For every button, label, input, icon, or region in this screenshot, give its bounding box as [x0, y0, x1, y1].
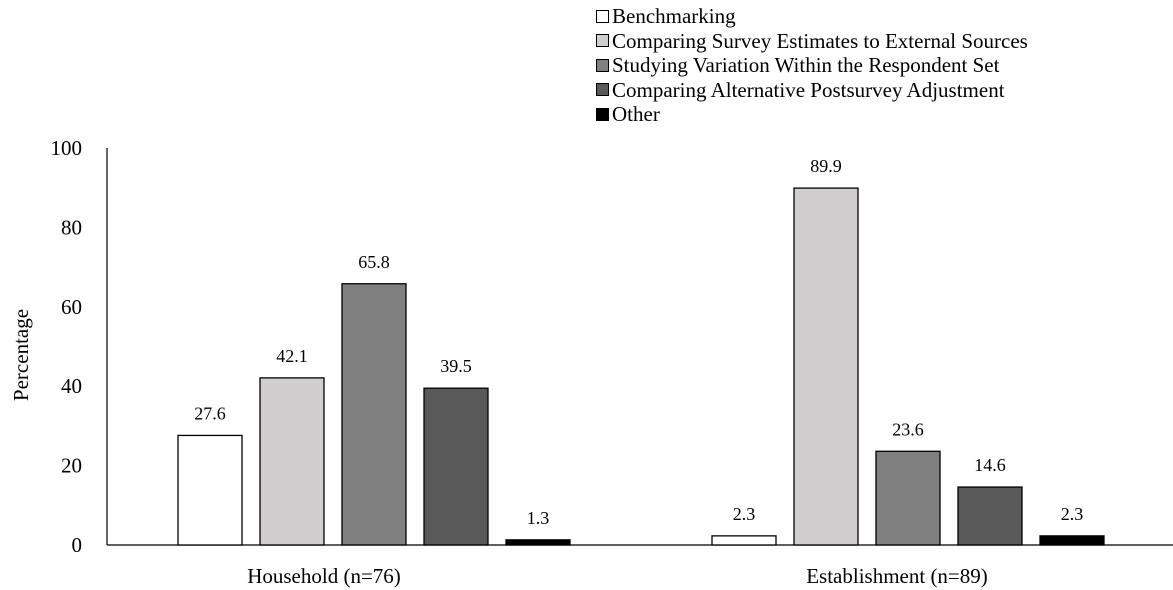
- legend-label: Comparing Survey Estimates to External S…: [612, 28, 1028, 53]
- bar: [177, 434, 243, 546]
- bar: [423, 387, 489, 546]
- y-tick-label: 60: [61, 295, 82, 319]
- bar-value-label: 39.5: [440, 356, 472, 376]
- y-axis-ticks: 0 20 40 60 80 100: [51, 136, 83, 557]
- bar: [793, 187, 859, 546]
- category-labels-group: Household (n=76) Establishment (n=89): [247, 564, 988, 588]
- bar-value-label: 89.9: [810, 156, 842, 176]
- data-labels-group: 27.6 42.1 65.8 39.5 1.3 2.3 89.9 23.6 14.6 2.3: [194, 156, 1083, 528]
- legend-item: Studying Variation Within the Respondent…: [596, 53, 1028, 78]
- category-label: Household (n=76): [247, 564, 401, 588]
- bar-value-label: 42.1: [276, 346, 308, 366]
- y-tick-label: 100: [51, 136, 83, 160]
- legend-swatch: [596, 58, 609, 72]
- legend-label: Comparing Alternative Postsurvey Adjustm…: [612, 77, 1005, 102]
- y-tick-label: 80: [61, 215, 82, 239]
- y-tick-label: 20: [61, 454, 82, 478]
- bar-value-label: 2.3: [733, 504, 756, 524]
- bar: [1039, 535, 1105, 546]
- legend-swatch: [596, 9, 609, 23]
- legend: Benchmarking Comparing Survey Estimates t…: [596, 4, 1028, 127]
- bar: [505, 539, 571, 546]
- bar: [341, 283, 407, 546]
- category-label: Establishment (n=89): [806, 564, 988, 588]
- legend-label: Other: [612, 102, 660, 126]
- y-tick-label: 40: [61, 374, 82, 398]
- legend-item: Comparing Alternative Postsurvey Adjustm…: [596, 78, 1028, 103]
- bar-value-label: 14.6: [974, 455, 1006, 475]
- bar-value-label: 23.6: [892, 419, 924, 439]
- bars-group: [177, 187, 1105, 546]
- bar-value-label: 65.8: [358, 252, 390, 272]
- legend-item: Benchmarking: [596, 4, 1028, 29]
- bar: [711, 535, 777, 546]
- legend-item: Other: [596, 102, 1028, 127]
- bar-value-label: 2.3: [1061, 504, 1084, 524]
- legend-swatch: [596, 34, 609, 48]
- legend-label: Benchmarking: [612, 4, 736, 28]
- bar: [957, 486, 1023, 546]
- y-axis-label: Percentage: [9, 309, 33, 401]
- legend-swatch: [596, 83, 609, 97]
- bar: [259, 377, 325, 546]
- legend-item: Comparing Survey Estimates to External S…: [596, 29, 1028, 54]
- bar: [875, 450, 941, 546]
- legend-swatch: [596, 107, 609, 121]
- bar-value-label: 1.3: [527, 508, 550, 528]
- y-tick-label: 0: [72, 533, 83, 557]
- bar-value-label: 27.6: [194, 403, 226, 423]
- legend-label: Studying Variation Within the Respondent…: [612, 53, 1000, 77]
